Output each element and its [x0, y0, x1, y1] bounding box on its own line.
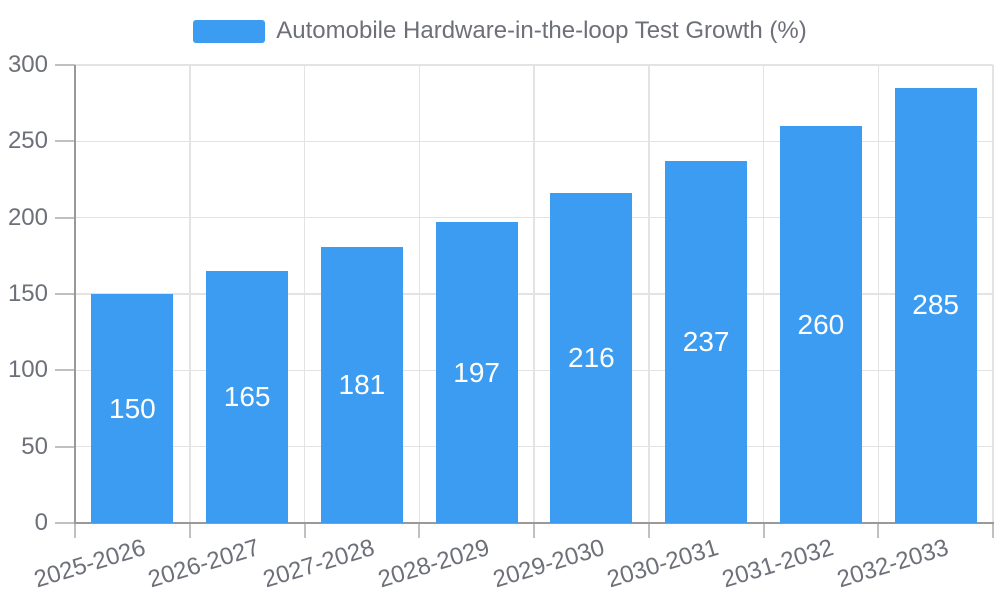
x-axis-tick: [647, 523, 650, 538]
x-axis-label: 2032-2033: [833, 534, 952, 594]
x-axis-tick: [74, 523, 76, 538]
y-axis-tick: [55, 140, 75, 143]
x-gridline: [762, 65, 765, 523]
bar-value-label: 165: [223, 381, 271, 413]
bar[interactable]: 181: [320, 246, 403, 523]
x-axis-tick: [418, 523, 421, 538]
y-axis-line: [74, 65, 76, 523]
y-axis-label: 300: [7, 51, 48, 78]
bar-value-label: 260: [797, 308, 845, 340]
x-axis-label: 2025-2026: [30, 534, 149, 594]
x-axis-tick: [533, 523, 535, 538]
y-axis-tick: [55, 445, 75, 448]
bar-value-label: 150: [109, 392, 156, 424]
y-axis-label: 150: [7, 280, 48, 307]
bar[interactable]: 216: [550, 193, 633, 523]
x-axis-tick: [877, 523, 880, 538]
x-gridline: [992, 65, 994, 523]
y-axis-tick: [55, 293, 75, 295]
bar-value-label: 197: [453, 356, 500, 388]
bar-value-label: 216: [568, 342, 615, 374]
y-axis-label: 50: [21, 432, 48, 460]
x-gridline: [648, 65, 650, 523]
y-axis-tick: [55, 216, 75, 219]
bar[interactable]: 150: [91, 294, 174, 523]
x-axis-label: 2026-2027: [145, 534, 264, 594]
x-axis-tick: [762, 523, 765, 538]
y-axis-tick: [55, 64, 75, 66]
x-gridline: [418, 65, 420, 523]
x-axis-label: 2030-2031: [604, 534, 723, 594]
x-axis-label: 2029-2030: [489, 534, 608, 594]
legend-swatch: [193, 19, 266, 43]
x-gridline: [533, 65, 535, 523]
y-axis-tick: [55, 369, 75, 372]
y-axis-label: 250: [7, 127, 48, 155]
bar[interactable]: 260: [779, 126, 862, 523]
x-axis-label: 2031-2032: [719, 534, 837, 594]
bar[interactable]: 237: [665, 161, 748, 523]
x-gridline: [877, 65, 879, 523]
x-axis-baseline: [74, 522, 994, 524]
y-axis-label: 100: [7, 356, 48, 384]
bar-value-label: 237: [682, 326, 730, 358]
bar-value-label: 181: [338, 368, 386, 400]
x-axis-tick: [303, 523, 306, 538]
x-axis-label: 2027-2028: [260, 534, 378, 594]
y-axis-tick: [55, 522, 75, 524]
legend-label: Automobile Hardware-in-the-loop Test Gro…: [276, 17, 807, 44]
x-gridline: [303, 65, 306, 523]
bar-value-label: 285: [912, 289, 959, 321]
x-axis-tick: [188, 523, 191, 538]
x-axis-tick: [992, 523, 994, 538]
y-axis-label: 0: [34, 509, 48, 536]
x-gridline: [189, 65, 191, 523]
bar[interactable]: 197: [435, 222, 518, 523]
x-axis-label: 2028-2029: [374, 534, 493, 594]
y-axis-label: 200: [7, 203, 48, 231]
legend[interactable]: Automobile Hardware-in-the-loop Test Gro…: [0, 17, 1000, 45]
bar[interactable]: 285: [894, 87, 977, 523]
bar[interactable]: 165: [206, 271, 289, 523]
